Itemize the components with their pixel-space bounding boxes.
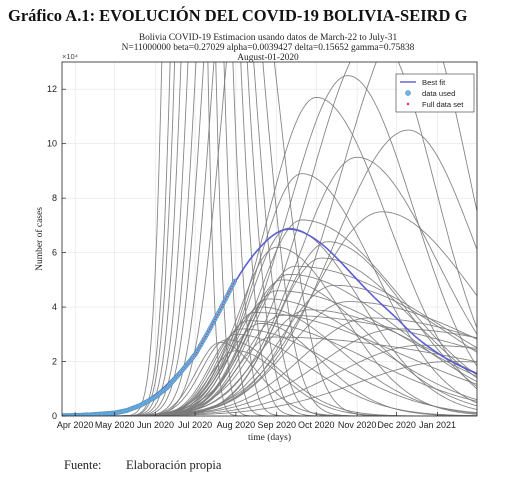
full-data-point — [232, 283, 234, 285]
full-data-point — [229, 288, 232, 290]
y-tick-label: 0 — [52, 411, 57, 421]
full-data-point — [220, 306, 223, 308]
y-tick-label: 2 — [52, 357, 57, 367]
ensemble-curve-40 — [62, 241, 477, 416]
ensemble-curve-14 — [62, 320, 477, 416]
y-axis: 0 2 4 6 8 10 12 ×10⁴ Number of cases — [34, 52, 78, 421]
y-tick-label: 8 — [52, 193, 57, 203]
ensemble-curve-7 — [62, 62, 477, 416]
x-tick-label: Oct 2020 — [298, 420, 335, 430]
x-tick-label: Aug 2020 — [217, 420, 256, 430]
data-used-series — [62, 278, 238, 416]
full-data-point — [219, 309, 221, 311]
y-tick-label: 6 — [52, 248, 57, 258]
y-tick-label: 4 — [52, 302, 57, 312]
x-tick-label: May 2020 — [95, 420, 135, 430]
x-tick-label: Sep 2020 — [257, 420, 296, 430]
chart-title-line-2: N=11000000 beta=0.27029 alpha=0.0039427 … — [122, 43, 415, 53]
chart-title-line-1: Bolivia COVID-19 Estimacion usando datos… — [139, 33, 398, 43]
ensemble-curve-45 — [62, 336, 477, 416]
x-tick-label: Dec 2020 — [377, 420, 416, 430]
chart-title-line-3: August-01-2020 — [237, 53, 299, 63]
ensemble-curve-19 — [62, 279, 477, 416]
full-data-point — [226, 296, 228, 298]
y-exponent-label: ×10⁴ — [62, 52, 78, 61]
ensemble-curve-44 — [62, 314, 477, 416]
legend-full-data-label: Full data set — [422, 100, 464, 109]
ensemble-curve-12 — [62, 333, 477, 416]
x-axis-label: time (days) — [248, 432, 291, 443]
x-tick-label: Jul 2020 — [178, 420, 212, 430]
full-data-point — [231, 285, 233, 288]
full-data-point — [224, 298, 227, 301]
x-tick-label: Jun 2020 — [137, 420, 174, 430]
y-tick-label: 10 — [47, 139, 57, 149]
source-text: Elaboración propia — [126, 458, 222, 472]
x-tick-label: Jan 2021 — [419, 420, 456, 430]
source-note: Fuente: Elaboración propia — [64, 458, 221, 473]
y-axis-label: Number of cases — [34, 207, 45, 271]
legend-data-used-swatch — [405, 90, 411, 96]
full-data-point — [227, 293, 229, 295]
ensemble-curve-9 — [62, 62, 477, 416]
full-data-point — [222, 303, 224, 306]
ensemble-curve-16 — [62, 306, 477, 416]
chart-title: Bolivia COVID-19 Estimacion usando datos… — [122, 33, 415, 63]
ensemble-curve-13 — [62, 328, 477, 416]
x-tick-label: Apr 2020 — [57, 420, 94, 430]
y-tick-label: 12 — [47, 84, 57, 94]
legend-data-used-label: data used — [422, 89, 455, 98]
source-label: Fuente: — [64, 458, 102, 472]
legend-full-data-swatch — [406, 102, 410, 106]
full-data-point — [228, 290, 230, 293]
full-data-point — [233, 280, 236, 282]
x-tick-label: Nov 2020 — [338, 420, 377, 430]
plot-frame — [61, 61, 478, 417]
legend: Best fit data used Full data set — [395, 73, 475, 113]
legend-best-fit-label: Best fit — [422, 78, 446, 87]
x-axis: Apr 2020 May 2020 Jun 2020 Jul 2020 Aug 2020… — [57, 412, 456, 443]
full-data-point — [223, 301, 225, 303]
ensemble-curve-15 — [62, 312, 477, 416]
chart-heading: Gráfico A.1: EVOLUCIÓN DEL COVID-19 BOLI… — [8, 6, 468, 25]
